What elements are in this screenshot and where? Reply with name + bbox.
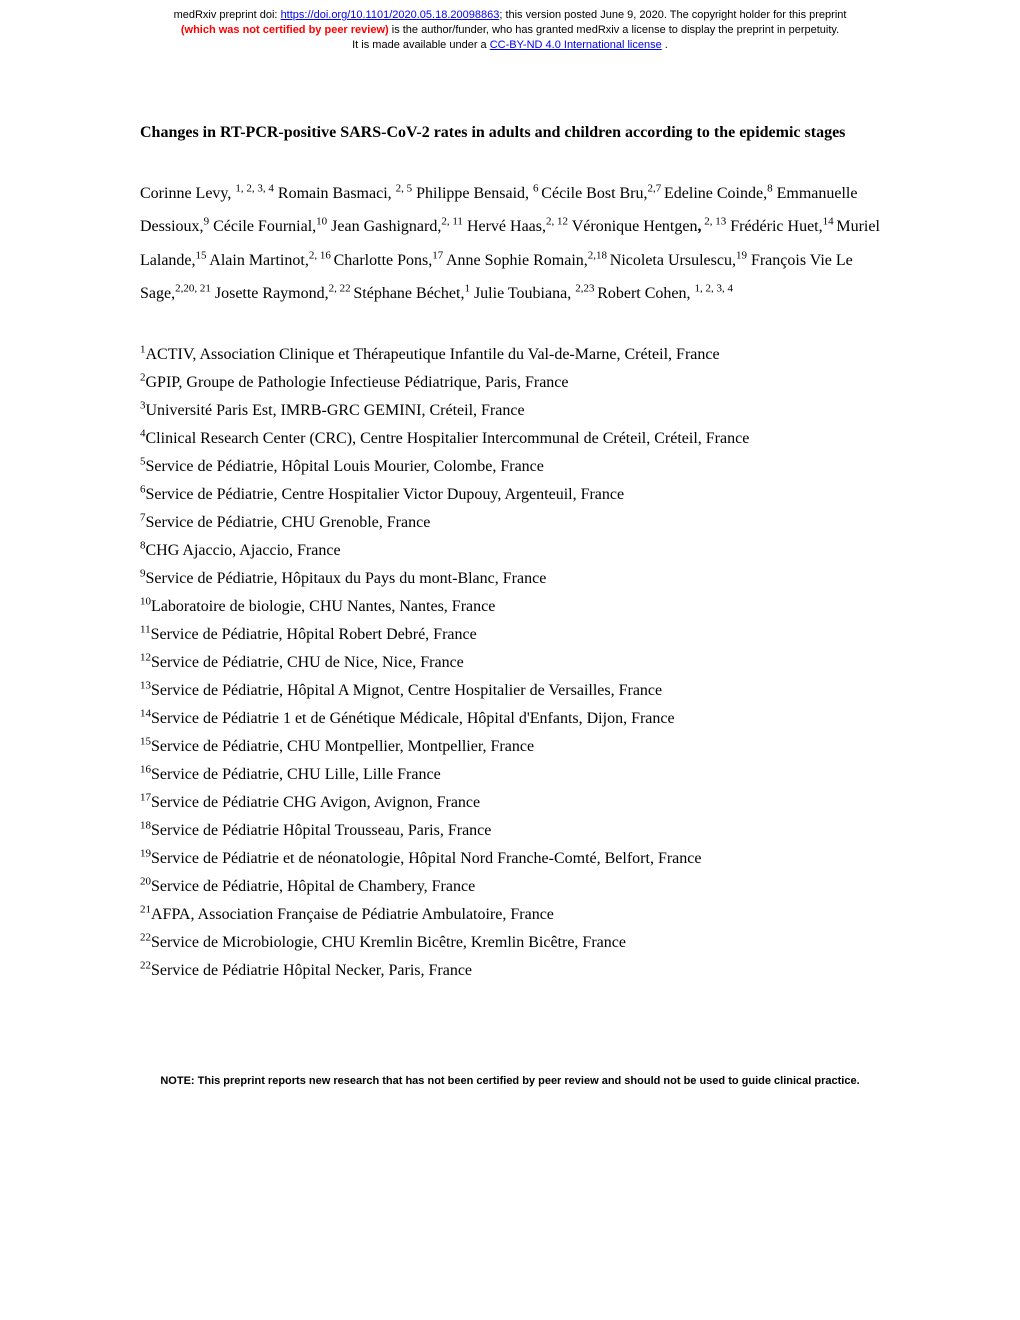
- affiliation-item: 13Service de Pédiatrie, Hôpital A Mignot…: [140, 677, 880, 705]
- affiliation-text: Service de Pédiatrie, CHU de Nice, Nice,…: [151, 654, 464, 671]
- affiliation-text: Service de Pédiatrie, Centre Hospitalier…: [146, 486, 625, 503]
- doi-link[interactable]: https://doi.org/10.1101/2020.05.18.20098…: [281, 9, 500, 21]
- header-line3-prefix: It is made available under a: [352, 39, 490, 51]
- affiliation-text: Service de Pédiatrie Hôpital Necker, Par…: [151, 962, 472, 979]
- header-line3-suffix: .: [662, 39, 668, 51]
- affiliation-item: 11Service de Pédiatrie, Hôpital Robert D…: [140, 621, 880, 649]
- affiliation-text: Service de Pédiatrie, Hôpital A Mignot, …: [151, 682, 662, 699]
- affiliation-item: 12Service de Pédiatrie, CHU de Nice, Nic…: [140, 649, 880, 677]
- affiliation-text: Service de Pédiatrie, Hôpital de Chamber…: [151, 878, 475, 895]
- affiliation-text: Clinical Research Center (CRC), Centre H…: [146, 430, 750, 447]
- affiliation-text: Service de Pédiatrie CHG Avigon, Avignon…: [151, 794, 480, 811]
- affiliation-item: 21AFPA, Association Française de Pédiatr…: [140, 901, 880, 929]
- affiliation-item: 9Service de Pédiatrie, Hôpitaux du Pays …: [140, 565, 880, 593]
- affiliation-item: 1ACTIV, Association Clinique et Thérapeu…: [140, 341, 880, 369]
- affiliation-number: 14: [140, 708, 151, 720]
- affiliation-text: Service de Pédiatrie, Hôpitaux du Pays d…: [146, 570, 547, 587]
- paper-content: Changes in RT-PCR-positive SARS-CoV-2 ra…: [0, 57, 1020, 1025]
- affiliation-item: 17Service de Pédiatrie CHG Avigon, Avign…: [140, 789, 880, 817]
- affiliation-number: 16: [140, 764, 151, 776]
- header-line1-suffix: ; this version posted June 9, 2020. The …: [499, 9, 846, 21]
- affiliation-number: 20: [140, 876, 151, 888]
- preprint-header: medRxiv preprint doi: https://doi.org/10…: [0, 0, 1020, 57]
- footer-note: NOTE: This preprint reports new research…: [0, 1025, 1020, 1107]
- affiliation-text: Service de Pédiatrie et de néonatologie,…: [151, 850, 701, 867]
- affiliation-number: 15: [140, 736, 151, 748]
- affiliation-text: Service de Pédiatrie, Hôpital Robert Deb…: [151, 626, 477, 643]
- affiliation-text: Service de Pédiatrie, CHU Lille, Lille F…: [151, 766, 441, 783]
- affiliation-number: 21: [140, 904, 151, 916]
- affiliation-number: 22: [140, 932, 151, 944]
- affiliation-item: 16Service de Pédiatrie, CHU Lille, Lille…: [140, 761, 880, 789]
- affiliation-list: 1ACTIV, Association Clinique et Thérapeu…: [140, 341, 880, 985]
- affiliation-number: 11: [140, 624, 151, 636]
- affiliation-item: 18Service de Pédiatrie Hôpital Trousseau…: [140, 817, 880, 845]
- affiliation-text: ACTIV, Association Clinique et Thérapeut…: [146, 346, 720, 363]
- header-line1-prefix: medRxiv preprint doi:: [174, 9, 281, 21]
- affiliation-text: Université Paris Est, IMRB-GRC GEMINI, C…: [146, 402, 525, 419]
- affiliation-text: GPIP, Groupe de Pathologie Infectieuse P…: [146, 374, 569, 391]
- affiliation-item: 22Service de Pédiatrie Hôpital Necker, P…: [140, 957, 880, 985]
- affiliation-text: CHG Ajaccio, Ajaccio, France: [146, 542, 341, 559]
- footer-note-text: NOTE: This preprint reports new research…: [160, 1075, 859, 1087]
- affiliation-number: 10: [140, 596, 151, 608]
- affiliation-item: 2GPIP, Groupe de Pathologie Infectieuse …: [140, 369, 880, 397]
- affiliation-text: Service de Pédiatrie 1 et de Génétique M…: [151, 710, 675, 727]
- affiliation-number: 17: [140, 792, 151, 804]
- affiliation-item: 15Service de Pédiatrie, CHU Montpellier,…: [140, 733, 880, 761]
- affiliation-item: 19Service de Pédiatrie et de néonatologi…: [140, 845, 880, 873]
- affiliation-item: 3Université Paris Est, IMRB-GRC GEMINI, …: [140, 397, 880, 425]
- affiliation-item: 5Service de Pédiatrie, Hôpital Louis Mou…: [140, 453, 880, 481]
- affiliation-number: 19: [140, 848, 151, 860]
- affiliation-text: Laboratoire de biologie, CHU Nantes, Nan…: [151, 598, 495, 615]
- author-list: Corinne Levy, 1, 2, 3, 4 Romain Basmaci,…: [140, 177, 880, 311]
- peer-review-note: (which was not certified by peer review): [181, 24, 389, 36]
- affiliation-item: 7Service de Pédiatrie, CHU Grenoble, Fra…: [140, 509, 880, 537]
- affiliation-number: 18: [140, 820, 151, 832]
- affiliation-item: 14Service de Pédiatrie 1 et de Génétique…: [140, 705, 880, 733]
- affiliation-item: 4Clinical Research Center (CRC), Centre …: [140, 425, 880, 453]
- affiliation-text: Service de Pédiatrie Hôpital Trousseau, …: [151, 822, 491, 839]
- affiliation-item: 20Service de Pédiatrie, Hôpital de Chamb…: [140, 873, 880, 901]
- affiliation-text: Service de Microbiologie, CHU Kremlin Bi…: [151, 934, 626, 951]
- header-line2-rest: is the author/funder, who has granted me…: [389, 24, 839, 36]
- affiliation-number: 22: [140, 960, 151, 972]
- affiliation-number: 12: [140, 652, 151, 664]
- affiliation-text: Service de Pédiatrie, Hôpital Louis Mour…: [146, 458, 544, 475]
- affiliation-item: 10Laboratoire de biologie, CHU Nantes, N…: [140, 593, 880, 621]
- paper-title: Changes in RT-PCR-positive SARS-CoV-2 ra…: [140, 117, 880, 149]
- affiliation-text: Service de Pédiatrie, CHU Montpellier, M…: [151, 738, 534, 755]
- affiliation-number: 13: [140, 680, 151, 692]
- affiliation-text: AFPA, Association Française de Pédiatrie…: [151, 906, 554, 923]
- affiliation-item: 6Service de Pédiatrie, Centre Hospitalie…: [140, 481, 880, 509]
- license-link[interactable]: CC-BY-ND 4.0 International license: [490, 39, 662, 51]
- affiliation-text: Service de Pédiatrie, CHU Grenoble, Fran…: [146, 514, 431, 531]
- affiliation-item: 22Service de Microbiologie, CHU Kremlin …: [140, 929, 880, 957]
- affiliation-item: 8CHG Ajaccio, Ajaccio, France: [140, 537, 880, 565]
